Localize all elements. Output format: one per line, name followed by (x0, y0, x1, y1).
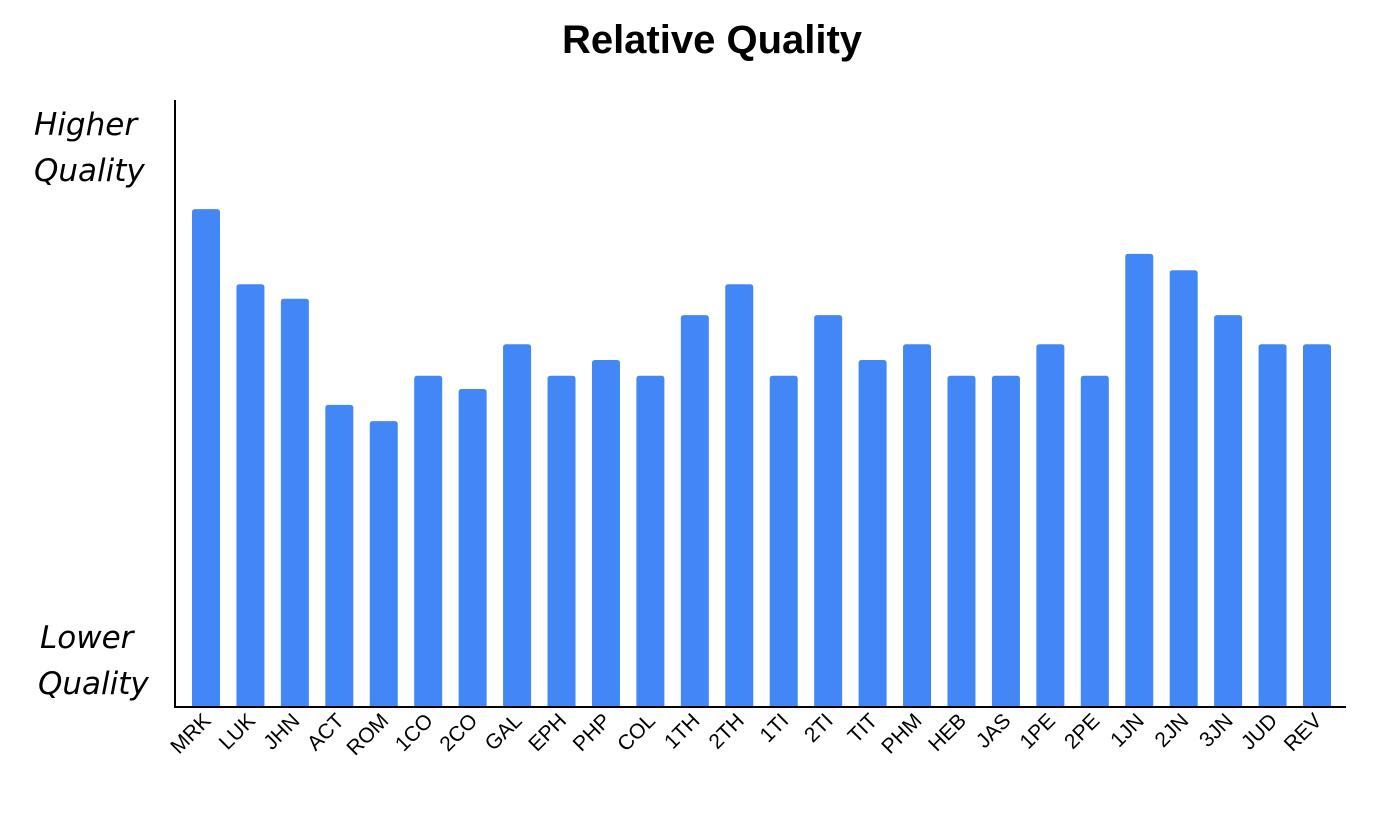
bar-tit (858, 359, 887, 706)
x-tick-label: ACT (303, 709, 349, 755)
y-bottom-label-line: Quality (38, 666, 149, 702)
bar-1th (680, 315, 709, 706)
bar-eph (547, 375, 576, 706)
bar-jhn (280, 298, 309, 706)
x-tick-label: PHM (877, 709, 926, 758)
bar-php (591, 359, 620, 706)
bar-mrk (192, 209, 220, 706)
bar-jas (991, 375, 1020, 706)
x-tick-label: MRK (166, 709, 215, 758)
x-tick-label: ROM (342, 709, 393, 760)
bar-2pe (1080, 375, 1109, 706)
x-tick-label: 1CO (391, 709, 438, 756)
bars-group (192, 209, 1331, 706)
x-tick-label: REV (1280, 709, 1327, 756)
bar-heb (947, 375, 976, 706)
bar-act (325, 404, 354, 706)
x-tick-label: 1JN (1106, 709, 1149, 752)
bar-col (636, 375, 665, 706)
x-tick-label: 1TI (756, 709, 794, 747)
y-bottom-label-line: Lower (40, 620, 134, 656)
x-tick-label: JAS (972, 709, 1015, 752)
y-bottom-label: Lower Quality (38, 615, 149, 707)
bar-phm (903, 344, 932, 706)
x-tick-label: 2CO (435, 709, 482, 756)
x-tick-label: 2PE (1060, 709, 1104, 753)
x-tick-label: 2TI (800, 709, 838, 747)
bar-1pe (1036, 344, 1065, 706)
x-tick-label: JUD (1237, 709, 1282, 754)
bar-1ti (769, 375, 798, 706)
x-tick-label: 1TH (660, 709, 704, 753)
bar-2ti (814, 315, 843, 706)
x-tick-label: HEB (924, 709, 971, 756)
x-tick-label: 3JN (1195, 709, 1238, 752)
y-top-label-line: Quality (34, 153, 145, 189)
bar-3jn (1214, 315, 1243, 706)
bar-rom (369, 421, 398, 706)
x-tick-label: LUK (215, 709, 260, 754)
y-top-label-line: Higher (34, 107, 138, 143)
bar-jud (1258, 344, 1287, 706)
x-tick-label: JHN (259, 709, 304, 754)
chart-title: Relative Quality (561, 18, 863, 62)
x-tick-label: 2TH (704, 709, 748, 753)
bar-2th (725, 284, 754, 706)
x-tick-label: 1PE (1016, 709, 1060, 753)
x-tick-label: GAL (481, 709, 527, 755)
bar-2co (458, 389, 487, 706)
bar-rev (1303, 344, 1331, 706)
x-tick-label: EPH (524, 709, 571, 756)
bar-1jn (1125, 253, 1154, 706)
bar-gal (503, 344, 532, 706)
x-tick-label: 2JN (1151, 709, 1194, 752)
bar-1co (414, 375, 443, 706)
bar-luk (236, 284, 265, 706)
y-top-label: Higher Quality (34, 102, 145, 194)
x-tick-label: COL (613, 709, 660, 756)
x-tick-label: PHP (569, 709, 616, 756)
bar-2jn (1169, 270, 1198, 706)
